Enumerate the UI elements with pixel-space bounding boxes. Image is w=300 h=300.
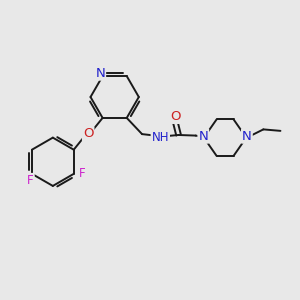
Text: N: N [242,130,252,143]
Text: F: F [27,174,34,187]
Text: F: F [79,167,86,180]
Text: N: N [95,67,105,80]
Text: O: O [83,127,93,140]
Text: N: N [198,130,208,143]
Text: O: O [170,110,180,123]
Text: NH: NH [152,130,169,143]
